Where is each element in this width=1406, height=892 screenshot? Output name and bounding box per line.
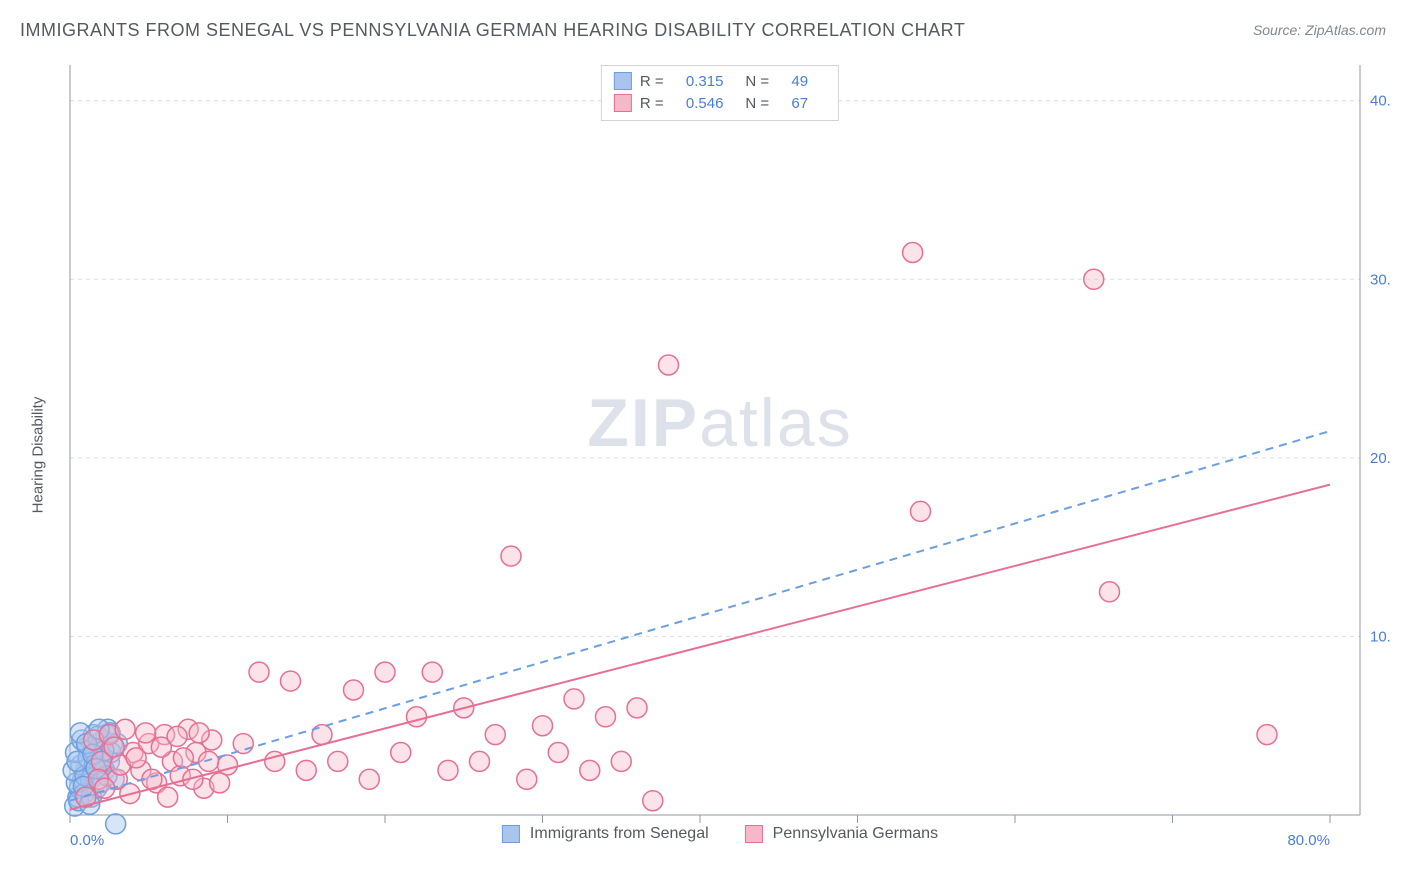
stat-r-value: 0.315 xyxy=(686,73,724,90)
svg-text:30.0%: 30.0% xyxy=(1370,271,1390,288)
series-legend: Immigrants from Senegal Pennsylvania Ger… xyxy=(502,825,938,843)
stats-row: R = 0.546 N = 67 xyxy=(614,92,822,114)
source-link[interactable]: Source: ZipAtlas.com xyxy=(1253,22,1386,38)
legend-item: Pennsylvania Germans xyxy=(745,825,938,843)
svg-text:80.0%: 80.0% xyxy=(1287,832,1330,849)
stat-label: R = xyxy=(640,73,674,90)
legend-item: Immigrants from Senegal xyxy=(502,825,709,843)
legend-label: Immigrants from Senegal xyxy=(530,825,709,843)
stats-row: R = 0.315 N = 49 xyxy=(614,70,822,92)
svg-text:40.0%: 40.0% xyxy=(1370,93,1390,110)
swatch-icon xyxy=(614,94,632,112)
swatch-icon xyxy=(614,72,632,90)
swatch-icon xyxy=(502,825,520,843)
legend-label: Pennsylvania Germans xyxy=(773,825,938,843)
y-axis-label: Hearing Disability xyxy=(30,397,47,514)
stat-n-value: 49 xyxy=(791,73,808,90)
chart-title: IMMIGRANTS FROM SENEGAL VS PENNSYLVANIA … xyxy=(20,20,965,41)
scatter-chart: 10.0% 20.0% 30.0% 40.0% 0.0% 80.0% xyxy=(50,55,1390,855)
svg-text:10.0%: 10.0% xyxy=(1370,628,1390,645)
stat-label: R = xyxy=(640,95,674,112)
swatch-icon xyxy=(745,825,763,843)
stat-label: N = xyxy=(745,95,779,112)
stat-label: N = xyxy=(745,73,779,90)
stats-legend: R = 0.315 N = 49 R = 0.546 N = 67 xyxy=(601,65,839,121)
stat-n-value: 67 xyxy=(791,95,808,112)
svg-text:20.0%: 20.0% xyxy=(1370,450,1390,467)
chart-container: Hearing Disability ZIPatlas 10.0%20.0%30… xyxy=(50,55,1390,855)
stat-r-value: 0.546 xyxy=(686,95,724,112)
svg-text:0.0%: 0.0% xyxy=(70,832,104,849)
